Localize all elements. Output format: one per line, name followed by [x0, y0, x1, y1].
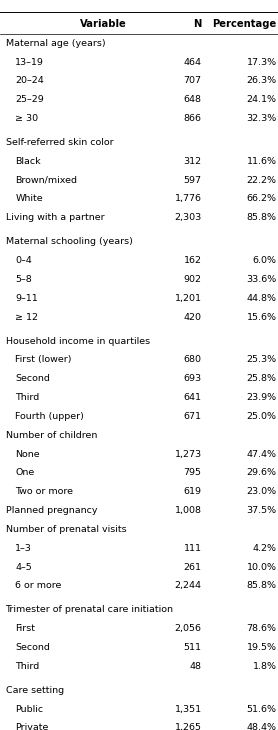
Text: 66.2%: 66.2%	[247, 194, 277, 204]
Text: 78.6%: 78.6%	[247, 624, 277, 633]
Text: 13–19: 13–19	[15, 58, 44, 66]
Text: Living with a partner: Living with a partner	[6, 213, 104, 223]
Text: 85.8%: 85.8%	[247, 581, 277, 591]
Text: 1–3: 1–3	[15, 544, 32, 553]
Text: 25.8%: 25.8%	[247, 374, 277, 383]
Text: 6 or more: 6 or more	[15, 581, 62, 591]
Text: Maternal schooling (years): Maternal schooling (years)	[6, 237, 132, 246]
Text: White: White	[15, 194, 43, 204]
Text: ≥ 12: ≥ 12	[15, 312, 38, 322]
Text: 511: 511	[183, 643, 202, 652]
Text: 680: 680	[183, 356, 202, 364]
Text: 19.5%: 19.5%	[247, 643, 277, 652]
Text: 25–29: 25–29	[15, 95, 44, 104]
Text: 2,303: 2,303	[174, 213, 202, 223]
Text: Percentage: Percentage	[212, 19, 277, 29]
Text: None: None	[15, 450, 40, 458]
Text: 25.3%: 25.3%	[247, 356, 277, 364]
Text: 37.5%: 37.5%	[247, 506, 277, 515]
Text: Self-referred skin color: Self-referred skin color	[6, 138, 113, 147]
Text: 5–8: 5–8	[15, 275, 32, 284]
Text: 261: 261	[183, 563, 202, 572]
Text: Number of children: Number of children	[6, 431, 97, 439]
Text: 2,056: 2,056	[175, 624, 202, 633]
Text: 1,008: 1,008	[175, 506, 202, 515]
Text: First: First	[15, 624, 35, 633]
Text: Care setting: Care setting	[6, 685, 64, 695]
Text: 85.8%: 85.8%	[247, 213, 277, 223]
Text: First (lower): First (lower)	[15, 356, 72, 364]
Text: 48: 48	[190, 662, 202, 671]
Text: 4.2%: 4.2%	[253, 544, 277, 553]
Text: Third: Third	[15, 662, 39, 671]
Text: Trimester of prenatal care initiation: Trimester of prenatal care initiation	[6, 605, 173, 615]
Text: 4–5: 4–5	[15, 563, 32, 572]
Text: 111: 111	[183, 544, 202, 553]
Text: 20–24: 20–24	[15, 77, 44, 85]
Text: 17.3%: 17.3%	[247, 58, 277, 66]
Text: 464: 464	[183, 58, 202, 66]
Text: 9–11: 9–11	[15, 293, 38, 303]
Text: Public: Public	[15, 704, 43, 714]
Text: 6.0%: 6.0%	[253, 256, 277, 265]
Text: Fourth (upper): Fourth (upper)	[15, 412, 84, 421]
Text: 33.6%: 33.6%	[246, 275, 277, 284]
Text: 44.8%: 44.8%	[247, 293, 277, 303]
Text: 641: 641	[183, 393, 202, 402]
Text: 1,351: 1,351	[174, 704, 202, 714]
Text: 420: 420	[183, 312, 202, 322]
Text: 10.0%: 10.0%	[247, 563, 277, 572]
Text: Number of prenatal visits: Number of prenatal visits	[6, 525, 126, 534]
Text: 648: 648	[183, 95, 202, 104]
Text: Two or more: Two or more	[15, 487, 73, 496]
Text: ≥ 30: ≥ 30	[15, 114, 38, 123]
Text: 48.4%: 48.4%	[247, 723, 277, 730]
Text: 47.4%: 47.4%	[247, 450, 277, 458]
Text: One: One	[15, 469, 34, 477]
Text: Black: Black	[15, 157, 41, 166]
Text: 671: 671	[183, 412, 202, 421]
Text: 1,776: 1,776	[175, 194, 202, 204]
Text: Household income in quartiles: Household income in quartiles	[6, 337, 150, 345]
Text: 312: 312	[183, 157, 202, 166]
Text: 902: 902	[183, 275, 202, 284]
Text: 24.1%: 24.1%	[247, 95, 277, 104]
Text: 1.8%: 1.8%	[253, 662, 277, 671]
Text: Planned pregnancy: Planned pregnancy	[6, 506, 97, 515]
Text: 866: 866	[183, 114, 202, 123]
Text: 51.6%: 51.6%	[247, 704, 277, 714]
Text: Second: Second	[15, 643, 50, 652]
Text: 693: 693	[183, 374, 202, 383]
Text: 1,273: 1,273	[174, 450, 202, 458]
Text: 23.0%: 23.0%	[247, 487, 277, 496]
Text: Variable: Variable	[80, 19, 126, 29]
Text: Second: Second	[15, 374, 50, 383]
Text: Third: Third	[15, 393, 39, 402]
Text: 707: 707	[183, 77, 202, 85]
Text: Brown/mixed: Brown/mixed	[15, 176, 77, 185]
Text: N: N	[193, 19, 202, 29]
Text: 32.3%: 32.3%	[246, 114, 277, 123]
Text: 1,265: 1,265	[175, 723, 202, 730]
Text: 29.6%: 29.6%	[247, 469, 277, 477]
Text: 2,244: 2,244	[175, 581, 202, 591]
Text: 162: 162	[183, 256, 202, 265]
Text: 15.6%: 15.6%	[247, 312, 277, 322]
Text: 619: 619	[183, 487, 202, 496]
Text: 795: 795	[183, 469, 202, 477]
Text: Maternal age (years): Maternal age (years)	[6, 39, 105, 47]
Text: 25.0%: 25.0%	[247, 412, 277, 421]
Text: 597: 597	[183, 176, 202, 185]
Text: 26.3%: 26.3%	[247, 77, 277, 85]
Text: 1,201: 1,201	[175, 293, 202, 303]
Text: 22.2%: 22.2%	[247, 176, 277, 185]
Text: 0–4: 0–4	[15, 256, 32, 265]
Text: Private: Private	[15, 723, 49, 730]
Text: 11.6%: 11.6%	[247, 157, 277, 166]
Text: 23.9%: 23.9%	[247, 393, 277, 402]
